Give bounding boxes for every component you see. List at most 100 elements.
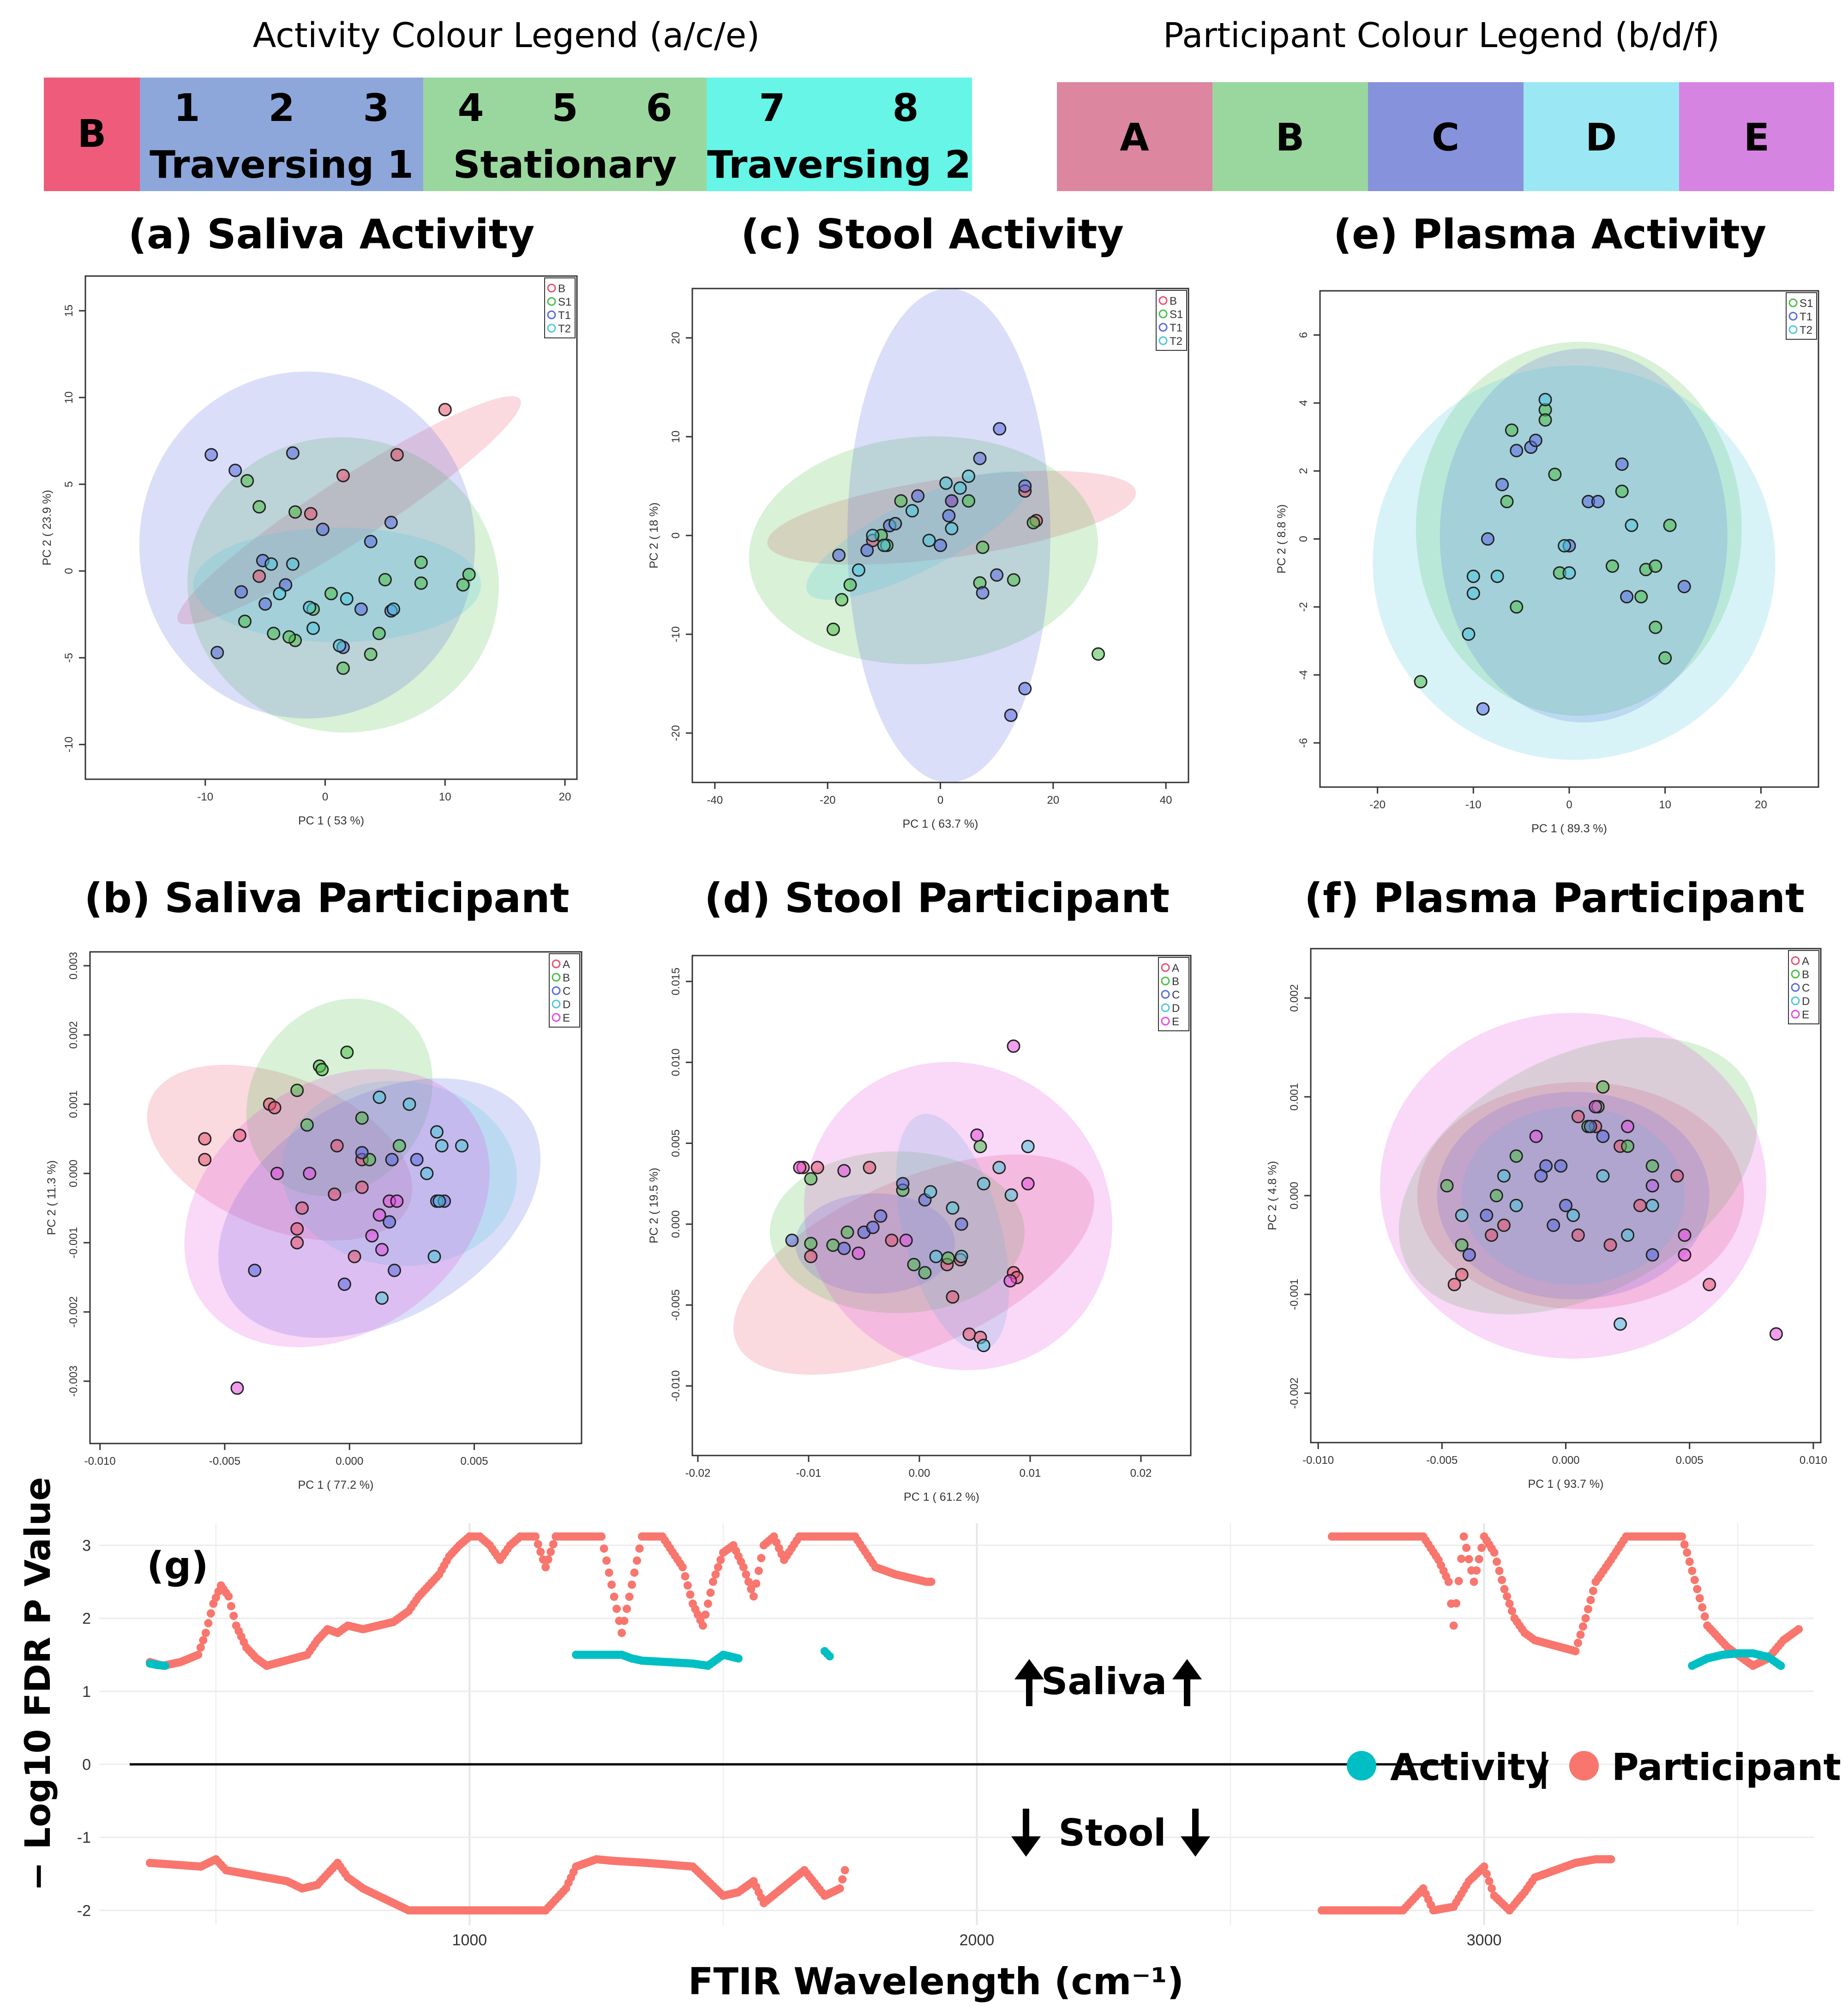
data-point-s1 <box>1649 620 1662 634</box>
legend-marker <box>1158 336 1168 345</box>
data-point <box>618 1629 626 1637</box>
data-point-t1 <box>1615 457 1629 471</box>
data-point-a <box>962 1327 976 1341</box>
data-point-c <box>1645 1248 1659 1262</box>
legend-marker <box>547 310 556 319</box>
data-point-d <box>1614 1317 1627 1331</box>
data-point <box>1685 1558 1694 1566</box>
data-point-e <box>303 1167 317 1180</box>
data-point-c <box>385 1153 399 1167</box>
data-point-c <box>1534 1169 1548 1183</box>
data-point-b <box>973 1140 987 1154</box>
confidence-ellipse-c <box>1437 1092 1710 1299</box>
data-point-c <box>874 1209 888 1223</box>
data-point <box>1573 1639 1582 1648</box>
confidence-ellipse-t2 <box>193 528 481 643</box>
data-point <box>678 1563 687 1571</box>
data-point <box>1776 1661 1785 1670</box>
data-point-d <box>420 1167 434 1180</box>
participant-legend-dot <box>1569 1751 1599 1780</box>
y-axis-label: PC 2 ( 19.5 %) <box>648 1168 660 1244</box>
legend-label: B <box>563 972 570 984</box>
data-point-t1 <box>993 422 1007 436</box>
x-tick-label: 0.005 <box>1676 1454 1704 1467</box>
data-point-c <box>1547 1218 1560 1232</box>
y-tick-label: 10 <box>670 431 682 443</box>
plot-frame <box>691 288 1189 783</box>
participant-legend: Participant Colour Legend (b/d/f) A B C … <box>1057 16 1834 191</box>
data-point-t1 <box>1677 580 1691 594</box>
data-point-t1 <box>1476 702 1490 716</box>
data-point-t2 <box>333 639 347 653</box>
data-point-s1 <box>1026 516 1040 529</box>
data-point-c <box>866 1221 880 1234</box>
data-point <box>605 1568 613 1577</box>
data-point-d <box>977 1177 990 1191</box>
data-point-e <box>375 1243 389 1257</box>
data-point <box>199 1636 208 1645</box>
data-point-a <box>1571 1110 1585 1124</box>
data-point-s1 <box>238 614 252 628</box>
data-point-a <box>290 1236 304 1250</box>
data-point-t2 <box>1466 569 1480 583</box>
y-tick-label: 5 <box>63 481 75 487</box>
data-point-b <box>826 1238 840 1252</box>
legend-marker <box>547 283 556 293</box>
data-point-d <box>1596 1169 1610 1183</box>
legend-label: T1 <box>1800 311 1812 323</box>
data-point-a <box>1603 1238 1617 1252</box>
data-point-b <box>1645 1159 1659 1173</box>
data-point-s1 <box>1505 423 1518 437</box>
x-tick-label: 0.010 <box>1800 1454 1827 1467</box>
data-point <box>206 1609 215 1618</box>
data-point-e <box>970 1128 984 1142</box>
data-point-t2 <box>273 587 287 601</box>
participant-legend-label-d: D <box>1585 116 1617 160</box>
participant-legend-label-e: E <box>1744 116 1770 160</box>
data-point-s1 <box>462 567 476 581</box>
data-point-c <box>1584 1119 1597 1133</box>
data-point-b <box>1509 1149 1523 1163</box>
data-point-e <box>230 1381 244 1395</box>
data-point-a <box>233 1129 246 1142</box>
data-point-t2 <box>1466 586 1480 600</box>
data-point-d <box>375 1291 389 1305</box>
x-tick-label: -20 <box>1369 799 1386 811</box>
legend-marker <box>1791 996 1800 1005</box>
data-point <box>1482 1870 1491 1878</box>
data-point <box>1683 1548 1692 1557</box>
data-point <box>1688 1566 1697 1575</box>
data-point-t2 <box>905 504 919 517</box>
legend-marker <box>1788 312 1798 321</box>
legend-box <box>1156 290 1187 351</box>
data-point-c <box>388 1263 402 1277</box>
data-point-t2 <box>888 517 902 530</box>
data-point-d <box>946 1201 960 1215</box>
data-point-t2 <box>1562 566 1576 580</box>
data-point <box>1459 1532 1468 1541</box>
panel-title-e: (e) Plasma Activity <box>1333 211 1766 258</box>
x-axis-label: PC 1 ( 53 %) <box>298 814 364 827</box>
data-point-t1 <box>1620 590 1634 604</box>
y-axis-label: PC 2 ( 4.8 %) <box>1266 1161 1279 1230</box>
data-point <box>1503 1592 1512 1601</box>
data-point <box>1488 1884 1496 1893</box>
plot-frame <box>1310 948 1822 1444</box>
data-point-e <box>1003 1274 1017 1287</box>
data-point-t1 <box>316 523 330 536</box>
data-point <box>224 1592 233 1601</box>
x-tick-label: 10 <box>439 791 451 803</box>
legend-marker <box>552 973 561 982</box>
plot-frame <box>1319 290 1819 788</box>
arrow-down-icon <box>1011 1809 1041 1857</box>
data-point-e <box>1645 1179 1659 1193</box>
data-point-t2 <box>340 592 354 606</box>
data-point-e <box>852 1246 865 1260</box>
data-point <box>544 1555 552 1564</box>
participant-legend-swatch-a <box>1057 82 1212 191</box>
confidence-ellipse-e <box>804 1062 1112 1371</box>
activity-legend-text: Activity <box>1390 1746 1549 1789</box>
data-point-e <box>1621 1119 1635 1133</box>
data-point <box>536 1547 545 1556</box>
